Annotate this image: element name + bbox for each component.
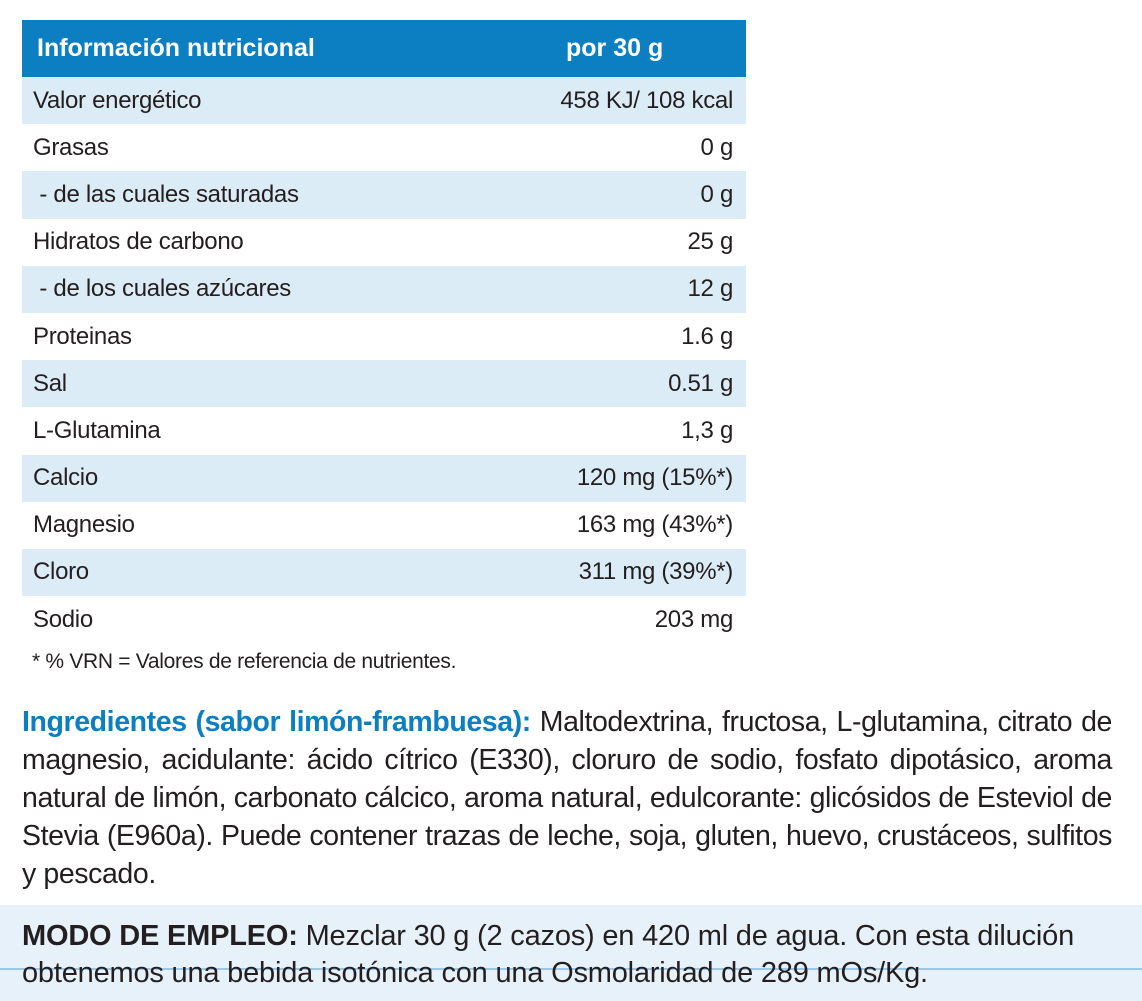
usage-heading: MODO DE EMPLEO: — [22, 920, 298, 952]
table-row: Sodio 203 mg — [22, 596, 746, 643]
row-label: Calcio — [33, 464, 98, 492]
vrn-footnote: * % VRN = Valores de referencia de nutri… — [32, 650, 457, 673]
row-label: - de las cuales saturadas — [33, 180, 299, 208]
table-row: Magnesio 163 mg (43%*) — [22, 502, 746, 549]
row-label: Grasas — [33, 133, 109, 161]
row-label: Proteinas — [33, 322, 132, 350]
header-portion: por 30 g — [566, 34, 664, 62]
row-value: 458 KJ/ 108 kcal — [560, 86, 733, 114]
usage-paragraph: MODO DE EMPLEO: Mezclar 30 g (2 cazos) e… — [22, 918, 1122, 992]
row-value: 1,3 g — [681, 416, 733, 444]
table-row: Hidratos de carbono 25 g — [22, 219, 746, 266]
table-row: Grasas 0 g — [22, 124, 746, 171]
row-value: 0.51 g — [668, 369, 733, 397]
row-label: Valor energético — [33, 86, 202, 114]
row-label: Magnesio — [33, 511, 135, 539]
table-row: Proteinas 1.6 g — [22, 313, 746, 360]
row-value: 0 g — [700, 133, 734, 161]
ingredients-heading: Ingredientes (sabor limón-frambuesa): — [22, 706, 531, 738]
table-row: Sal 0.51 g — [22, 360, 746, 408]
ingredients-text: Maltodextrina, fructosa, L-glutamina, ci… — [22, 706, 1113, 890]
row-label: L-Glutamina — [33, 416, 161, 444]
table-row: - de los cuales azúcares 12 g — [22, 265, 746, 313]
table-row: - de las cuales saturadas 0 g — [22, 171, 746, 219]
row-value: 12 g — [687, 275, 733, 303]
nutrition-table: Información nutricional por 30 g Valor e… — [22, 20, 746, 643]
row-value: 120 mg (15%*) — [576, 464, 733, 492]
ingredients-paragraph: Ingredientes (sabor limón-frambuesa): Ma… — [22, 703, 1112, 893]
table-row: L-Glutamina 1,3 g — [22, 407, 746, 454]
row-value: 0 g — [700, 180, 734, 208]
row-label: Cloro — [33, 558, 89, 586]
row-label: - de los cuales azúcares — [33, 275, 291, 303]
row-label: Hidratos de carbono — [33, 228, 244, 256]
table-row: Calcio 120 mg (15%*) — [22, 454, 746, 502]
table-row: Cloro 311 mg (39%*) — [22, 548, 746, 597]
nutrition-table-header: Información nutricional por 30 g — [22, 20, 746, 77]
usage-divider — [0, 968, 1142, 970]
row-value: 25 g — [687, 228, 733, 256]
row-value: 1.6 g — [681, 322, 733, 350]
row-label: Sodio — [33, 605, 93, 633]
usage-text: Mezclar 30 g (2 cazos) en 420 ml de agua… — [22, 920, 1075, 989]
table-row: Valor energético 458 KJ/ 108 kcal — [22, 77, 746, 125]
row-value: 311 mg (39%*) — [578, 558, 734, 586]
row-label: Sal — [33, 369, 67, 397]
usage-band — [0, 905, 1142, 1001]
row-value: 163 mg (43%*) — [576, 511, 733, 539]
header-title: Información nutricional — [37, 34, 315, 62]
row-value: 203 mg — [654, 605, 734, 633]
